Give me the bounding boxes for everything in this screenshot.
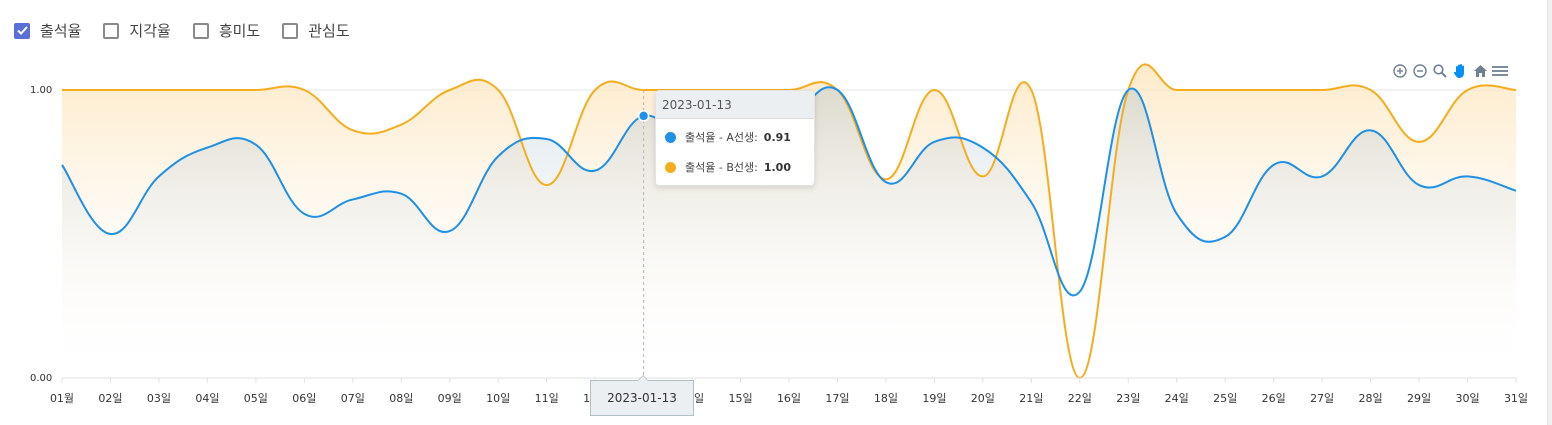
- x-tick-label: 31일: [1504, 391, 1528, 405]
- x-tick-label: 16일: [777, 391, 801, 405]
- tooltip-label-a: 출석율 - A선생:: [685, 131, 758, 144]
- filter-interest[interactable]: 흥미도: [192, 20, 261, 41]
- x-tick-label: 05일: [244, 391, 268, 405]
- tooltip-marker-a: [665, 131, 676, 143]
- x-tick-label: 04일: [195, 391, 219, 405]
- x-tick-label: 26일: [1262, 391, 1286, 405]
- tooltip-date: 2023-01-13: [656, 91, 814, 119]
- tooltip-value-b: 1.00: [763, 160, 791, 174]
- x-tick-label: 18일: [874, 391, 898, 405]
- xaxis-tooltip: 2023-01-13: [590, 375, 694, 416]
- tooltip-row-b: 출석율 - B선생: 1.00: [656, 151, 814, 185]
- y-tick-label: 0.00: [30, 373, 52, 384]
- series-tooltip: 2023-01-13 출석율 - A선생: 0.91 출석율 - B선생: 1.…: [655, 90, 815, 186]
- x-tick-label: 20일: [971, 391, 995, 405]
- highlight-point-a: [637, 110, 650, 122]
- x-tick-label: 28일: [1359, 391, 1383, 405]
- x-tick-label: 25일: [1213, 391, 1237, 405]
- tooltip-marker-b: [665, 161, 676, 173]
- x-tick-label: 06일: [292, 391, 316, 405]
- filter-attendance[interactable]: 출석율: [14, 20, 81, 41]
- x-tick-label: 24일: [1165, 391, 1189, 405]
- x-tick-label: 29일: [1407, 391, 1431, 405]
- tooltip-value-a: 0.91: [763, 130, 791, 144]
- series-line-a: [61, 86, 1517, 297]
- x-tick-label: 22일: [1068, 391, 1092, 405]
- x-tick-label: 07일: [341, 391, 365, 405]
- scrollbar-track[interactable]: [1547, 0, 1552, 425]
- zoom-select-icon[interactable]: [1432, 62, 1448, 80]
- x-tick-label: 27일: [1310, 391, 1334, 405]
- filter-attendance-label: 출석율: [40, 22, 82, 40]
- zoom-out-icon[interactable]: [1412, 62, 1428, 80]
- checkbox-concern[interactable]: [282, 22, 299, 39]
- x-tick-label: 30일: [1455, 391, 1479, 405]
- menu-icon[interactable]: [1492, 62, 1508, 80]
- filter-tardiness[interactable]: 지각율: [103, 20, 171, 41]
- checkbox-interest[interactable]: [192, 22, 209, 39]
- tooltip-label-b: 출석율 - B선생:: [685, 161, 758, 174]
- x-tick-label: 19일: [922, 391, 946, 405]
- x-tick-label: 15일: [728, 391, 752, 405]
- filter-concern-label: 관심도: [308, 22, 350, 40]
- x-tick-label: 21일: [1019, 391, 1043, 405]
- zoom-in-icon[interactable]: [1392, 62, 1408, 80]
- x-tick-label: 02일: [98, 391, 122, 405]
- x-tick-label: 23일: [1116, 391, 1140, 405]
- series-area-a: [62, 87, 1516, 378]
- x-tick-label: 11일: [535, 391, 559, 405]
- x-tick-label: 08일: [389, 391, 413, 405]
- home-reset-icon[interactable]: [1472, 62, 1488, 80]
- tooltip-row-a: 출석율 - A선생: 0.91: [656, 119, 814, 151]
- x-tick-label: 01월: [50, 392, 74, 405]
- filter-concern[interactable]: 관심도: [282, 20, 350, 41]
- chart-toolbar: [1392, 62, 1508, 80]
- x-tick-label: 09일: [438, 391, 462, 405]
- x-tick-label: 03일: [147, 391, 171, 405]
- checkbox-tardiness[interactable]: [103, 22, 120, 39]
- checkbox-attendance[interactable]: [14, 22, 30, 39]
- pan-hand-icon[interactable]: [1452, 62, 1468, 80]
- x-tick-label: 17일: [825, 391, 849, 405]
- y-tick-label: 1.00: [30, 85, 52, 96]
- series-filter-bar: 출석율 지각율 흥미도 관심도: [14, 20, 372, 41]
- series-line-b: [62, 63, 1517, 380]
- filter-tardiness-label: 지각율: [129, 22, 171, 40]
- filter-interest-label: 흥미도: [218, 22, 261, 40]
- x-tick-label: 10일: [486, 391, 510, 405]
